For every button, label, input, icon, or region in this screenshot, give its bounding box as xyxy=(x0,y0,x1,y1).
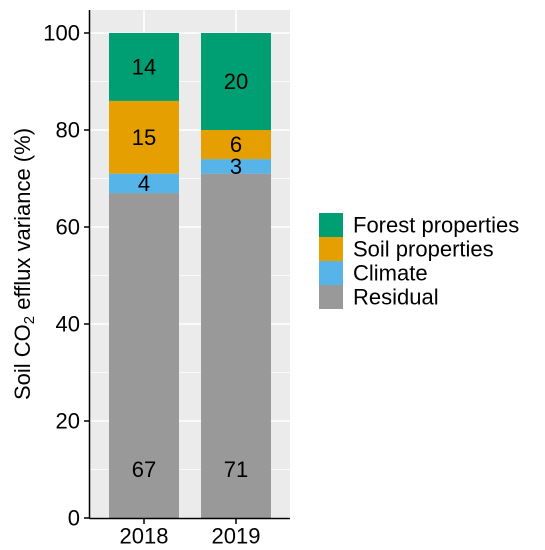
bar-labels: 67 4 15 14 71 36 20 xyxy=(132,54,248,482)
bar-2018-climate xyxy=(109,173,179,194)
y-tick-label-20: 20 xyxy=(56,409,80,434)
data-label-2019-soil-properties: 6 xyxy=(230,132,242,157)
legend-swatch-climate xyxy=(319,261,343,285)
y-axis-title: Soil CO2 efflux variance (%) xyxy=(10,128,38,400)
y-tick-label-100: 100 xyxy=(43,21,80,46)
y-tick-label-40: 40 xyxy=(56,312,80,337)
y-tick-label-80: 80 xyxy=(56,118,80,143)
bar-2018-soil-properties xyxy=(109,100,179,174)
y-ticks: 0 20 40 60 80 100 xyxy=(43,21,90,531)
bar-2019-climate xyxy=(201,159,271,174)
legend-label-soil-properties: Soil properties xyxy=(353,237,494,262)
bars xyxy=(109,33,271,519)
bar-2018-forest-properties xyxy=(109,33,179,101)
bar-2019-residual xyxy=(201,173,271,518)
y-axis-title-subscript: 2 xyxy=(21,316,38,324)
data-label-2018-climate: 4 xyxy=(138,171,150,196)
legend-swatch-soil-properties xyxy=(319,237,343,261)
legend-label-residual: Residual xyxy=(353,285,439,310)
data-label-2019-climate: 3 xyxy=(230,154,242,179)
bar-2019-forest-properties xyxy=(201,33,271,130)
legend-swatch-forest-properties xyxy=(319,213,343,237)
data-label-2019-residual: 71 xyxy=(224,457,248,482)
y-axis-title-suffix: efflux variance (%) xyxy=(10,128,35,316)
data-label-2019-forest-properties: 20 xyxy=(224,69,248,94)
bar-2019-soil-properties xyxy=(201,130,271,160)
x-tick-label-2018: 2018 xyxy=(120,524,169,549)
x-tick-label-2019: 2019 xyxy=(212,524,261,549)
legend-label-forest-properties: Forest properties xyxy=(353,213,519,238)
legend-swatch-residual xyxy=(319,285,343,309)
data-label-2018-forest-properties: 14 xyxy=(132,54,156,79)
data-label-2018-residual: 67 xyxy=(132,457,156,482)
data-label-2018-soil-properties: 15 xyxy=(132,125,156,150)
legend-label-climate: Climate xyxy=(353,261,428,286)
x-ticks: 2018 2019 xyxy=(120,518,261,549)
bar-2018-residual xyxy=(109,193,179,519)
axes xyxy=(88,10,290,520)
y-tick-label-0: 0 xyxy=(68,506,80,531)
y-tick-label-60: 60 xyxy=(56,215,80,240)
y-axis-title-prefix: Soil CO xyxy=(10,324,35,400)
